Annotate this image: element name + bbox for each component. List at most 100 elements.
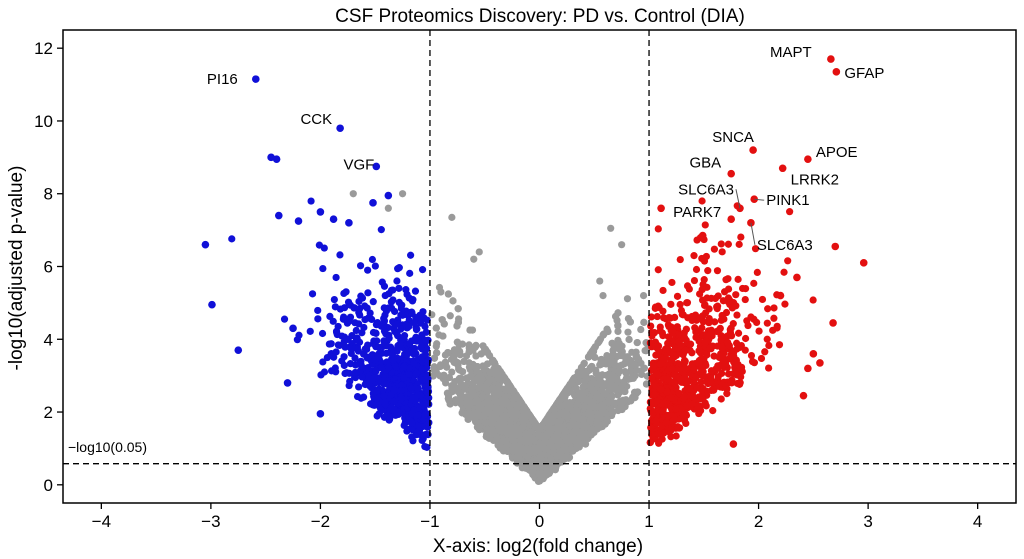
point-down: [364, 364, 372, 372]
point-up: [659, 307, 667, 315]
labeled-point: [749, 146, 757, 154]
point-ns: [445, 395, 453, 403]
point-up: [647, 423, 655, 432]
point-ns: [642, 380, 651, 388]
point-ns: [453, 358, 461, 367]
point-up: [734, 360, 742, 369]
point-down: [201, 240, 210, 249]
x-axis: −4 −3 −2 −1 0 1 2 3 4: [92, 503, 982, 531]
point-ns: [632, 366, 641, 374]
point-up: [653, 312, 661, 321]
point-down: [397, 394, 405, 403]
point-up: [751, 245, 760, 253]
y-axis-title: -log10(adjusted p-value): [6, 166, 27, 371]
point-ns: [579, 383, 587, 391]
point-ns: [591, 353, 599, 361]
point-ns: [526, 412, 534, 420]
point-up: [737, 233, 745, 241]
point-up: [699, 372, 707, 380]
point-down: [382, 380, 390, 388]
point-ns: [513, 404, 521, 412]
point-down: [316, 208, 325, 216]
point-up: [723, 390, 731, 398]
point-down: [234, 346, 243, 354]
point-down: [327, 340, 335, 348]
point-up: [701, 221, 709, 229]
point-up: [734, 329, 743, 337]
point-down: [402, 286, 410, 294]
point-ns: [574, 435, 582, 444]
point-ns: [616, 351, 624, 360]
point-down: [360, 323, 368, 332]
point-up: [692, 265, 701, 274]
point-up: [784, 257, 792, 265]
point-ns: [546, 419, 554, 427]
point-down: [423, 376, 431, 385]
point-down: [371, 262, 379, 270]
point-ns: [591, 403, 599, 411]
point-down: [406, 340, 414, 348]
point-up: [707, 379, 715, 387]
point-up: [652, 417, 660, 425]
point-up: [680, 356, 689, 365]
point-ns: [596, 277, 604, 285]
point-down: [378, 278, 386, 286]
point-up: [713, 267, 722, 275]
point-down: [405, 322, 413, 330]
point-down: [423, 316, 431, 324]
point-up: [694, 402, 702, 410]
point-down: [374, 352, 382, 360]
point-ns: [600, 408, 608, 417]
point-ns: [631, 372, 639, 380]
point-up: [729, 320, 737, 328]
point-ns: [616, 385, 624, 393]
point-down: [377, 226, 385, 234]
y-tick-label: 6: [44, 258, 53, 277]
point-ns: [633, 338, 641, 347]
point-down: [361, 315, 369, 324]
point-up: [692, 333, 700, 341]
point-down: [391, 307, 399, 316]
point-ns: [608, 351, 617, 360]
point-up: [804, 364, 812, 373]
point-ns: [564, 438, 572, 447]
point-ns: [599, 292, 607, 300]
point-ns: [486, 399, 494, 408]
point-down: [315, 241, 323, 249]
point-ns: [593, 381, 601, 389]
point-ns: [541, 445, 550, 453]
point-down: [314, 306, 322, 315]
point-ns: [515, 446, 523, 454]
point-up: [673, 323, 681, 331]
x-tick-label: 2: [754, 512, 763, 531]
point-down: [208, 300, 216, 309]
point-down: [406, 269, 414, 277]
point-ns: [349, 190, 357, 198]
gene-label: SLC6A3: [678, 181, 734, 198]
point-ns: [457, 375, 466, 383]
point-up: [700, 257, 709, 265]
point-down: [345, 317, 353, 325]
point-down: [327, 350, 336, 358]
point-up: [755, 327, 763, 335]
point-down: [327, 367, 336, 375]
point-ns: [508, 435, 516, 443]
point-up: [793, 273, 801, 282]
point-up: [651, 303, 660, 311]
point-up: [786, 208, 794, 216]
point-down: [411, 287, 420, 295]
point-ns: [510, 394, 518, 402]
point-ns: [529, 468, 537, 476]
x-tick-label: 4: [973, 512, 982, 531]
point-down: [420, 411, 429, 419]
point-ns: [599, 331, 607, 339]
point-down: [380, 392, 388, 400]
point-ns: [598, 371, 606, 379]
point-up: [717, 336, 725, 344]
point-up: [763, 335, 771, 343]
point-up: [719, 357, 728, 365]
point-ns: [466, 326, 474, 334]
labeled-point: [251, 75, 260, 83]
point-up: [731, 369, 739, 377]
point-up: [659, 355, 668, 364]
